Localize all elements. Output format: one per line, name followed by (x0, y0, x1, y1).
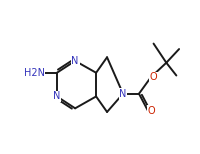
Text: O: O (148, 106, 156, 116)
Text: H2N: H2N (24, 68, 45, 78)
Text: N: N (119, 89, 127, 99)
Text: N: N (53, 91, 61, 101)
Text: N: N (71, 56, 79, 66)
Text: O: O (150, 72, 157, 82)
